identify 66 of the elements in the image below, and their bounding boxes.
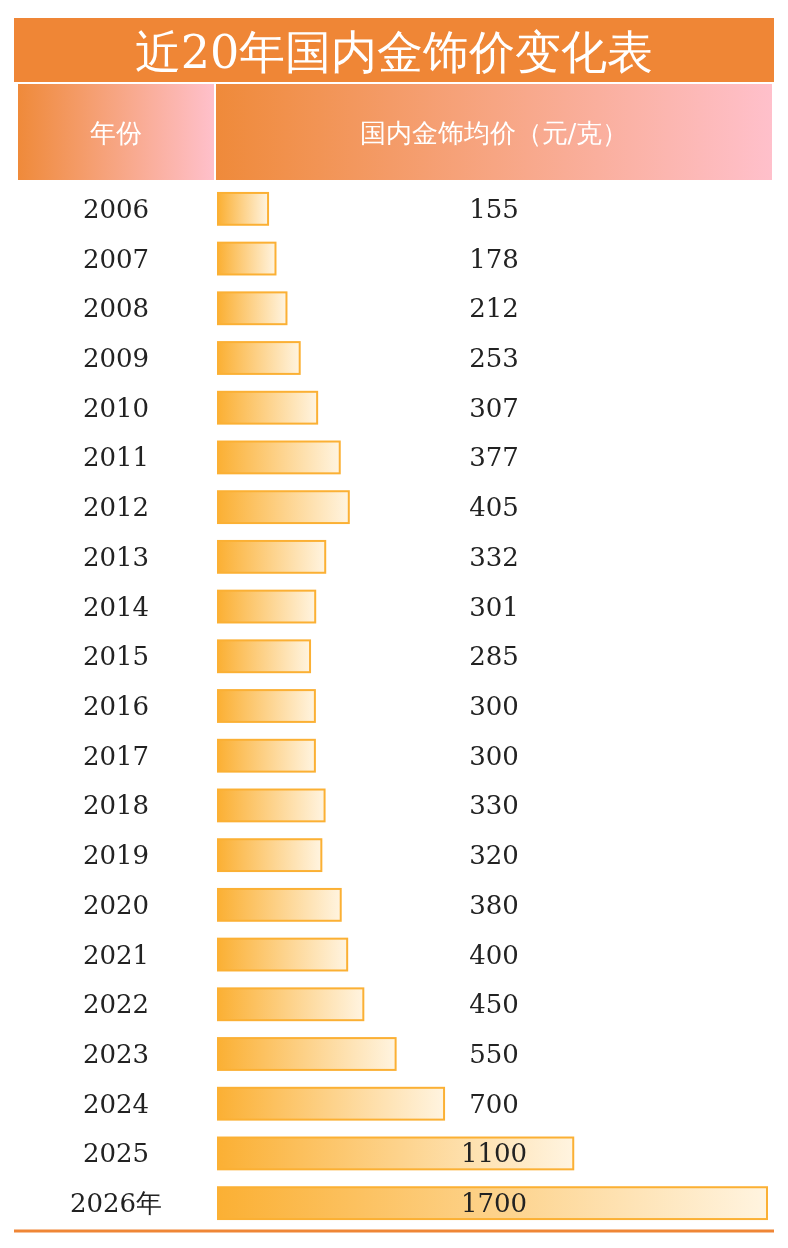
bar (217, 937, 349, 972)
data-label: 550 (469, 1039, 519, 1069)
data-label: 320 (469, 840, 519, 871)
bar (217, 341, 301, 375)
data-label: 1700 (460, 1188, 528, 1219)
y-axis-title: 年份 (90, 118, 142, 148)
data-label: 212 (469, 293, 519, 324)
bar (217, 1086, 446, 1121)
bar (217, 838, 323, 873)
data-label: 300 (469, 740, 519, 771)
y-tick-label: 2018 (82, 790, 150, 821)
data-label: 300 (469, 691, 519, 721)
bar (217, 191, 270, 226)
y-tick-label: 2015 (82, 641, 150, 672)
bar (217, 738, 316, 773)
data-label: 332 (469, 541, 519, 572)
bar (217, 689, 316, 723)
y-tick-label: 2022 (82, 989, 150, 1020)
bar (217, 1037, 397, 1071)
bar (217, 291, 288, 326)
y-tick-label: 2012 (82, 492, 150, 523)
y-tick-label: 2014 (82, 591, 150, 622)
data-label: 377 (469, 442, 519, 473)
bar (217, 788, 326, 823)
y-tick-label: 2011 (82, 442, 150, 473)
data-label: 405 (469, 492, 519, 523)
bar (217, 589, 317, 624)
data-label: 301 (469, 591, 519, 622)
y-tick-label: 2020 (82, 889, 150, 920)
y-tick-label: 2023 (82, 1039, 150, 1069)
data-label: 307 (469, 392, 519, 423)
bar (217, 390, 319, 425)
y-tick-label: 2016 (82, 691, 150, 721)
y-tick-label: 2026年 (69, 1188, 163, 1219)
data-label: 178 (469, 243, 519, 274)
data-label: 380 (469, 889, 519, 920)
data-label: 253 (469, 343, 519, 373)
data-label: 1100 (460, 1138, 528, 1169)
y-tick-label: 2010 (82, 392, 150, 423)
data-label: 700 (469, 1088, 519, 1119)
bar (217, 1136, 575, 1171)
chart-title: 近20年国内金饰价变化表 (134, 25, 654, 79)
y-tick-label: 2008 (82, 293, 150, 324)
x-axis-title: 国内金饰均价（元/克） (359, 118, 629, 148)
y-tick-label: 2006 (82, 193, 150, 224)
bar (217, 639, 312, 674)
y-tick-label: 2013 (82, 541, 150, 572)
y-tick-label: 2024 (82, 1088, 150, 1119)
y-tick-label: 2021 (82, 939, 150, 970)
bar (217, 1186, 768, 1221)
data-label: 330 (469, 790, 519, 821)
y-tick-label: 2025 (82, 1138, 150, 1169)
y-tick-label: 2009 (82, 343, 150, 373)
bar (217, 539, 327, 574)
data-label: 450 (469, 989, 519, 1020)
y-tick-label: 2017 (82, 740, 150, 771)
bar (217, 241, 277, 276)
bar (217, 490, 350, 525)
y-tick-label: 2019 (82, 840, 150, 871)
bar (217, 987, 365, 1022)
bar (217, 887, 342, 922)
data-label: 400 (469, 939, 519, 970)
y-tick-label: 2007 (82, 243, 150, 274)
data-label: 285 (469, 641, 519, 672)
data-label: 155 (469, 193, 519, 224)
bar (217, 440, 341, 475)
